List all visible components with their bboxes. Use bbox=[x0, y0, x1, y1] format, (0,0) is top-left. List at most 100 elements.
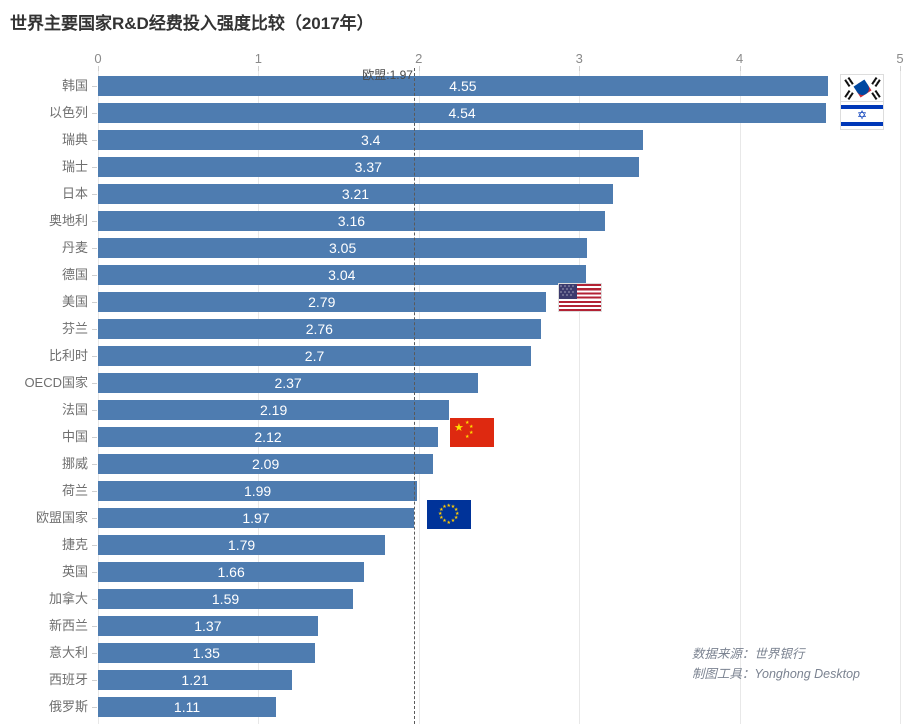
bar[interactable] bbox=[98, 643, 315, 663]
china-flag-icon: ★ ★ ★ ★ ★ bbox=[450, 418, 494, 447]
category-label: 美国 bbox=[61, 294, 88, 309]
data-source-note: 数据来源：世界银行 bbox=[691, 647, 805, 661]
category-label: 丹麦 bbox=[61, 240, 88, 255]
bar[interactable] bbox=[98, 481, 418, 501]
gridline bbox=[739, 70, 741, 724]
category-label: 新西兰 bbox=[48, 618, 88, 633]
y-axis-tickmark bbox=[92, 707, 97, 708]
bar[interactable] bbox=[98, 319, 541, 339]
category-label: 意大利 bbox=[48, 645, 88, 660]
bar[interactable] bbox=[98, 265, 586, 285]
x-axis-tickmark bbox=[739, 66, 741, 71]
category-label: 韩国 bbox=[61, 78, 88, 93]
category-label: 欧盟国家 bbox=[35, 510, 88, 525]
y-axis-tickmark bbox=[92, 680, 97, 681]
category-label: 比利时 bbox=[48, 348, 88, 363]
x-axis-tickmark bbox=[98, 66, 99, 71]
category-label: 以色列 bbox=[48, 105, 88, 120]
bar[interactable] bbox=[98, 697, 277, 717]
israel-flag-icon: ✡ bbox=[840, 101, 884, 130]
bar[interactable] bbox=[98, 157, 639, 177]
bar[interactable] bbox=[98, 400, 450, 420]
category-label: OECD国家 bbox=[24, 375, 88, 390]
x-axis-tick-label: 3 bbox=[575, 51, 583, 66]
category-label: 日本 bbox=[61, 186, 88, 201]
category-label: 加拿大 bbox=[48, 591, 88, 606]
page-title: 世界主要国家R&D经费投入强度比较（2017年） bbox=[10, 14, 374, 33]
south-korea-flag-icon bbox=[840, 74, 884, 103]
bar[interactable] bbox=[98, 616, 318, 636]
y-axis-tickmark bbox=[92, 140, 97, 141]
y-axis-tickmark bbox=[92, 302, 97, 303]
x-axis-tick-label: 2 bbox=[415, 51, 423, 66]
category-label: 德国 bbox=[61, 267, 88, 282]
bar[interactable] bbox=[98, 238, 588, 258]
y-axis-tickmark bbox=[92, 248, 97, 249]
y-axis-tickmark bbox=[92, 464, 97, 465]
bar[interactable] bbox=[98, 427, 439, 447]
x-axis-tickmark bbox=[258, 66, 260, 71]
x-axis-tick-label: 0 bbox=[94, 51, 102, 66]
y-axis-tickmark bbox=[92, 437, 97, 438]
united-states-flag-icon bbox=[558, 283, 602, 312]
bar[interactable] bbox=[98, 454, 434, 474]
category-label: 中国 bbox=[61, 429, 88, 444]
category-label: 瑞典 bbox=[61, 132, 88, 147]
bar[interactable] bbox=[98, 292, 546, 312]
y-axis-tickmark bbox=[92, 194, 97, 195]
category-label: 瑞士 bbox=[61, 159, 88, 174]
bar[interactable] bbox=[98, 670, 293, 690]
x-axis-tickmark bbox=[418, 66, 420, 71]
category-label: 捷克 bbox=[61, 537, 88, 552]
bar[interactable] bbox=[98, 76, 828, 96]
bar[interactable] bbox=[98, 184, 613, 204]
gridline bbox=[418, 70, 420, 724]
x-axis-tickmark bbox=[900, 66, 901, 71]
category-label: 芬兰 bbox=[61, 321, 88, 336]
category-label: 西班牙 bbox=[48, 672, 88, 687]
y-axis-tickmark bbox=[92, 545, 97, 546]
bar[interactable] bbox=[98, 130, 644, 150]
bar[interactable] bbox=[98, 508, 414, 528]
x-axis-tick-label: 1 bbox=[254, 51, 263, 66]
x-axis-tickmark bbox=[579, 66, 581, 71]
y-axis-tickmark bbox=[92, 572, 97, 573]
european-union-flag-icon: ★ ★ ★ ★ ★ ★ ★ ★ ★ ★ ★ ★ bbox=[427, 500, 471, 529]
footer-notes: 数据来源：世界银行 制图工具：Yonghong Desktop bbox=[692, 644, 860, 684]
bar[interactable] bbox=[98, 211, 605, 231]
y-axis-tickmark bbox=[92, 275, 97, 276]
y-axis-tickmark bbox=[92, 86, 97, 87]
x-axis-tick-label: 4 bbox=[735, 51, 744, 66]
y-axis-tickmark bbox=[92, 356, 97, 357]
y-axis-tickmark bbox=[92, 599, 97, 600]
y-axis-tickmark bbox=[92, 518, 97, 519]
x-axis-tick-label: 5 bbox=[896, 51, 904, 66]
y-axis-tickmark bbox=[92, 329, 97, 330]
category-label: 奥地利 bbox=[48, 213, 88, 228]
y-axis-tickmark bbox=[92, 653, 97, 654]
eu-reference-line bbox=[413, 68, 415, 724]
charting-tool-note: 制图工具：Yonghong Desktop bbox=[691, 667, 860, 681]
category-label: 挪威 bbox=[61, 456, 88, 471]
y-axis-tickmark bbox=[92, 221, 97, 222]
bar[interactable] bbox=[98, 562, 365, 582]
y-axis-tickmark bbox=[92, 167, 97, 168]
bar[interactable] bbox=[98, 535, 386, 555]
bar[interactable] bbox=[98, 346, 532, 366]
y-axis-tickmark bbox=[92, 113, 97, 114]
category-label: 俄罗斯 bbox=[48, 699, 88, 714]
gridline bbox=[258, 70, 260, 724]
y-axis-tickmark bbox=[92, 491, 97, 492]
category-label: 荷兰 bbox=[61, 483, 88, 498]
y-axis-tickmark bbox=[92, 410, 97, 411]
eu-reference-line-label: 欧盟:1.97 bbox=[362, 68, 413, 82]
gridline bbox=[98, 70, 99, 724]
gridline bbox=[900, 70, 901, 724]
gridline bbox=[579, 70, 581, 724]
bar[interactable] bbox=[98, 589, 354, 609]
bar[interactable] bbox=[98, 373, 479, 393]
category-label: 英国 bbox=[61, 564, 88, 579]
bar[interactable] bbox=[98, 103, 827, 123]
category-label: 法国 bbox=[61, 402, 88, 417]
